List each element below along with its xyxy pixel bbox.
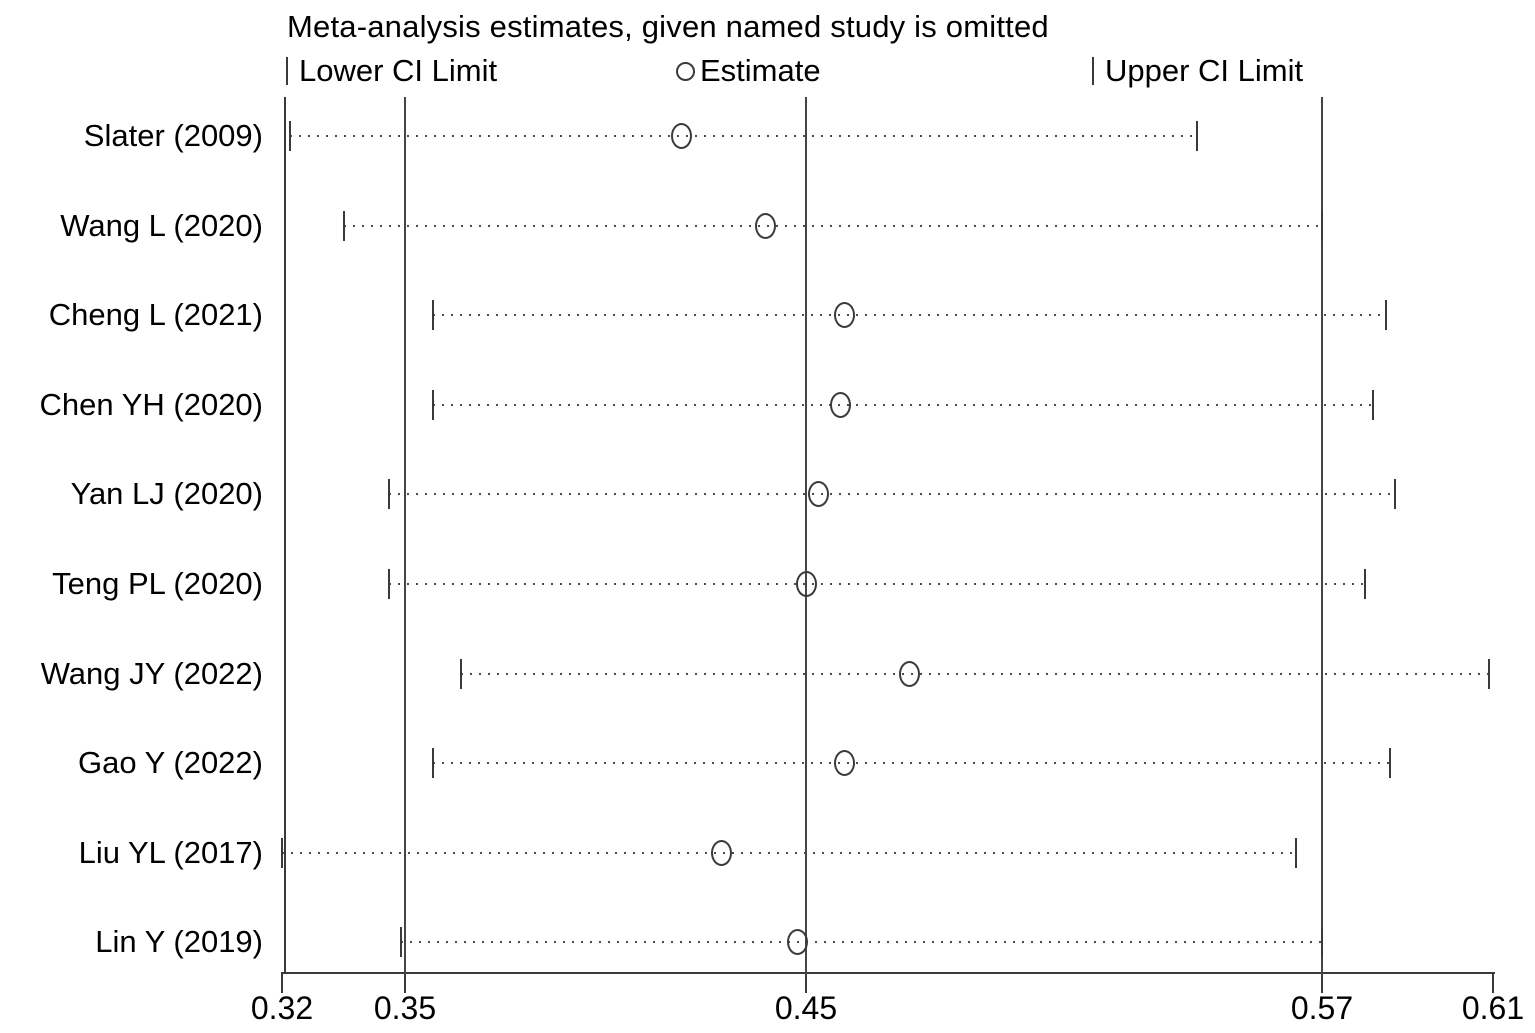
lower-ci-marker [460,658,463,689]
legend-item-lower-ci: Lower CI Limit [286,52,497,90]
x-tick-mark [805,974,807,993]
estimate-marker [898,660,920,687]
upper-ci-marker [1393,479,1396,510]
chart-title: Meta-analysis estimates, given named stu… [287,9,1049,44]
ci-dotted-line [400,941,1322,944]
upper-ci-marker [1389,748,1392,779]
study-label: Lin Y (2019) [95,924,263,960]
upper-ci-limit-icon [1092,57,1094,85]
lower-ci-marker [387,479,390,510]
ci-dotted-line [282,851,1297,854]
ci-dotted-line [388,583,1365,585]
estimate-marker [829,391,851,418]
ci-dotted-line [433,314,1387,317]
x-tick-label: 0.45 [774,990,838,1026]
x-axis-line [281,972,1495,974]
estimate-marker [834,302,856,329]
lower-ci-marker [342,210,345,241]
x-gridline [404,97,406,974]
study-label: Yan LJ (2020) [70,476,263,512]
lower-ci-marker [432,300,435,331]
estimate-marker [711,839,733,866]
study-label: Wang L (2020) [60,207,263,243]
study-label: Chen YH (2020) [39,386,263,422]
lower-ci-marker [387,569,390,599]
upper-ci-marker [1321,927,1323,958]
estimate-circle-icon [676,61,695,81]
ci-dotted-line [433,403,1374,406]
upper-ci-marker [1372,389,1375,420]
upper-ci-marker [1196,121,1199,151]
legend-label-estimate: Estimate [700,53,821,88]
study-label: Teng PL (2020) [52,566,263,601]
upper-ci-marker [1295,837,1298,868]
x-tick-label: 0.32 [250,990,314,1026]
legend-item-estimate: Estimate [676,52,821,90]
x-tick-mark [281,974,283,993]
study-label: Gao Y (2022) [78,745,263,781]
lower-ci-marker [289,121,292,151]
legend-label-upper-ci: Upper CI Limit [1105,53,1304,88]
ci-dotted-line [433,762,1391,765]
lower-ci-marker [281,837,283,868]
estimate-marker [755,212,777,239]
estimate-marker [795,571,817,597]
lower-ci-marker [399,927,402,958]
x-tick-label: 0.61 [1461,990,1525,1026]
ci-dotted-line [388,493,1395,496]
estimate-marker [671,123,693,149]
ci-dotted-line [461,672,1489,675]
study-label: Cheng L (2021) [48,297,263,333]
x-tick-mark [404,974,406,993]
upper-ci-marker [1363,569,1366,599]
study-label: Wang JY (2022) [40,655,263,691]
x-tick-label: 0.57 [1290,990,1354,1026]
legend-label-lower-ci: Lower CI Limit [299,53,498,88]
study-label: Liu YL (2017) [78,834,263,870]
lower-ci-limit-icon [286,57,288,85]
estimate-marker [808,481,830,508]
ci-dotted-line [290,135,1198,137]
x-gridline [805,97,807,974]
upper-ci-marker [1321,210,1323,241]
x-gridline [1321,97,1323,974]
legend-item-upper-ci: Upper CI Limit [1092,52,1303,90]
x-tick-mark [1492,974,1494,993]
upper-ci-marker [1385,300,1388,331]
x-tick-label: 0.35 [373,990,437,1026]
lower-ci-marker [432,748,435,779]
estimate-marker [787,929,809,956]
study-label: Slater (2009) [83,118,263,153]
x-tick-mark [1321,974,1323,993]
y-axis-line [284,97,286,974]
upper-ci-marker [1487,658,1490,689]
lower-ci-marker [432,389,435,420]
estimate-marker [834,750,856,777]
ci-dotted-line [343,224,1322,227]
